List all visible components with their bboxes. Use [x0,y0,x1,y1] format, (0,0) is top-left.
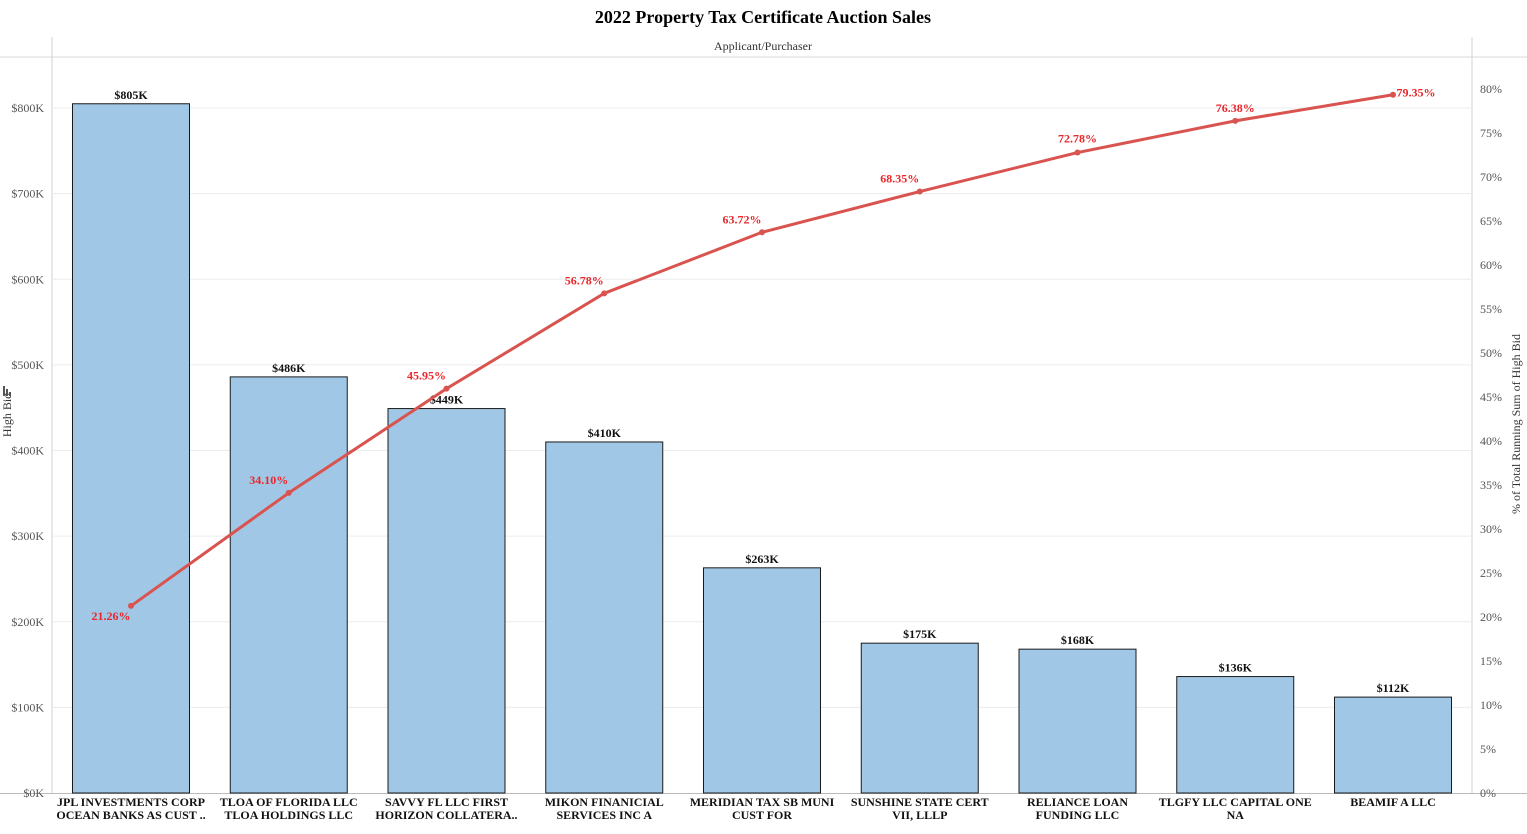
bar-value-label: $449K [430,393,464,407]
category-label: TLGFY LLC CAPITAL ONE NA [1159,795,1312,822]
bar[interactable] [860,642,979,794]
line-point[interactable] [285,489,292,496]
y2-tick-label: 60% [1480,258,1502,272]
x-axis-categories: JPL INVESTMENTS CORP OCEAN BANKS AS CUST … [56,795,1435,822]
chart-title: 2022 Property Tax Certificate Auction Sa… [595,7,931,27]
y-tick-label: $300K [11,529,44,543]
line-value-label: 79.35% [1397,86,1436,100]
y2-tick-label: 80% [1480,82,1502,96]
bar-value-label: $805K [114,88,148,102]
bar-value-label: $112K [1377,681,1410,695]
bar-value-label: $175K [903,627,937,641]
y2-tick-label: 40% [1480,434,1502,448]
line-point[interactable] [601,290,608,297]
category-label: SUNSHINE STATE CERT VII, LLLP [851,795,989,822]
y2-tick-label: 50% [1480,346,1502,360]
category-label: SAVVY FL LLC FIRST HORIZON COLLATERA.. [375,795,517,822]
category-label: MIKON FINANICIAL SERVICES INC A [545,795,664,822]
bar-value-label: $136K [1219,661,1253,675]
y2-tick-label: 65% [1480,214,1502,228]
line-series: 21.26% 34.10% 45.95% 56.78% 63.72% 68.35% 72.7… [92,86,1436,623]
y2-tick-label: 5% [1480,742,1496,756]
y-tick-label: $500K [11,358,44,372]
bar[interactable] [1018,648,1137,794]
line-point[interactable] [1232,117,1239,124]
y2-tick-label: 20% [1480,610,1502,624]
y2-axis-title: % of Total Running Sum of High Bid [1509,334,1523,514]
sort-icon[interactable] [3,386,11,396]
line-point[interactable] [128,602,134,609]
y-tick-label: $100K [11,700,44,714]
bar-value-label: $410K [588,426,622,440]
y-axis-title: High Bid [0,393,14,437]
category-label: RELIANCE LOAN FUNDING LLC [1027,795,1128,822]
category-label: MERIDIAN TAX SB MUNI CUST FOR [690,795,835,822]
y2-tick-label: 35% [1480,478,1502,492]
bar-value-label: $486K [272,361,306,375]
line-point[interactable] [443,385,450,392]
category-label: JPL INVESTMENTS CORP OCEAN BANKS AS CUST … [56,795,205,822]
bar[interactable] [229,376,348,794]
bar[interactable] [703,567,821,794]
y2-tick-label: 10% [1480,698,1502,712]
line-point[interactable] [1074,149,1081,156]
bar-series: $805K $486K $449K $410K $263K $175K $168K $136K… [72,88,1452,794]
y-tick-label: $0K [23,786,44,800]
line-value-label: 63.72% [723,212,762,226]
y2-tick-label: 70% [1480,170,1502,184]
line-value-label: 76.38% [1216,101,1255,115]
y2-axis: 0% 5% 10% 15% 20% 25% 30% 35% 40% 45% 50% 55% 60% 65%… [1480,82,1502,800]
line-point[interactable] [759,229,765,236]
bar-value-label: $263K [745,552,779,566]
line-value-label: 56.78% [565,273,604,287]
y2-tick-label: 25% [1480,566,1502,580]
column-header: Applicant/Purchaser [714,39,812,53]
line-value-label: 45.95% [407,369,446,383]
y-tick-label: $800K [11,101,44,115]
line-value-label: 68.35% [880,172,919,186]
y2-tick-label: 55% [1480,302,1502,316]
y-tick-label: $700K [11,187,44,201]
category-label: TLOA OF FLORIDA LLC TLOA HOLDINGS LLC [220,795,358,822]
bar[interactable] [1176,676,1295,794]
line-point[interactable] [1390,91,1396,98]
bar[interactable] [387,408,506,794]
bar[interactable] [1334,696,1452,794]
line-point[interactable] [916,188,923,195]
y2-tick-label: 15% [1480,654,1502,668]
y-tick-label: $400K [11,444,44,458]
y2-tick-label: 45% [1480,390,1502,404]
y2-tick-label: 75% [1480,126,1502,140]
line-value-label: 72.78% [1058,132,1097,146]
y-tick-label: $200K [11,615,44,629]
bar[interactable] [545,441,664,794]
bar-value-label: $168K [1061,633,1095,647]
line-value-label: 21.26% [92,609,131,623]
category-label: BEAMIF A LLC [1350,795,1436,809]
y-axis: $0K $100K $200K $300K $400K $500K $600K $700K $8… [11,101,44,800]
line-value-label: 34.10% [249,473,288,487]
y2-tick-label: 30% [1480,522,1502,536]
y-tick-label: $600K [11,272,44,286]
y2-tick-label: 0% [1480,786,1496,800]
bar[interactable] [72,103,190,794]
